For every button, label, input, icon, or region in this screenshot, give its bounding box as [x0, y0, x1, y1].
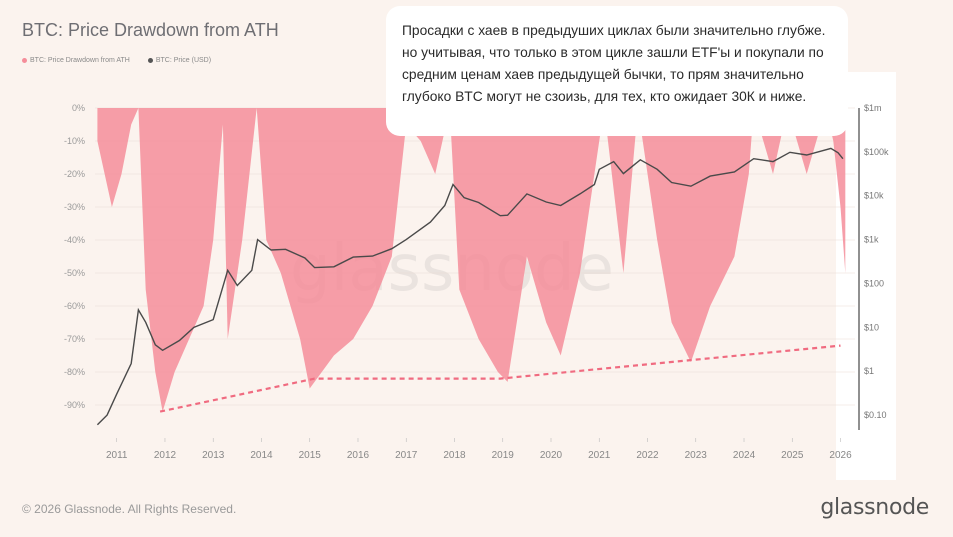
trend-annotation	[159, 344, 841, 413]
y-left-tick-label: -70%	[64, 334, 85, 344]
legend-item-price[interactable]: BTC: Price (USD)	[147, 57, 212, 64]
y-left-tick-label: -60%	[64, 301, 85, 311]
x-tick-label: 2023	[685, 450, 708, 461]
y-left-tick-label: -40%	[64, 235, 85, 245]
x-tick-label: 2025	[781, 450, 804, 461]
y-left-tick-label: -90%	[64, 400, 85, 410]
x-tick-label: 2011	[106, 450, 128, 461]
price-line	[96, 147, 844, 426]
y-left-tick-label: -80%	[64, 367, 85, 377]
legend-label-drawdown: BTC: Price Drawdown from ATH	[30, 57, 130, 64]
x-tick-label: 2015	[299, 450, 322, 461]
y-right-tick-label: $1k	[864, 235, 879, 245]
legend-label-price: BTC: Price (USD)	[155, 57, 212, 64]
y-left-tick-label: -10%	[64, 136, 85, 146]
x-tick-label: 2020	[540, 450, 563, 461]
y-left-tick-label: -30%	[64, 202, 85, 212]
y-right-tick-label: $0.10	[864, 410, 887, 420]
y-right-tick-label: $1	[864, 366, 874, 376]
x-tick-label: 2026	[829, 450, 852, 461]
x-tick-label: 2016	[347, 450, 370, 461]
legend-swatch-drawdown	[22, 57, 27, 63]
x-tick-label: 2017	[395, 450, 418, 461]
drawdown-area	[97, 108, 846, 412]
x-tick-label: 2019	[492, 450, 515, 461]
x-tick-label: 2024	[733, 450, 756, 461]
y-right-tick-label: $100k	[864, 147, 889, 157]
x-tick-label: 2018	[443, 450, 466, 461]
brand-logo: glassnode	[820, 495, 929, 520]
legend-item-drawdown[interactable]: BTC: Price Drawdown from ATH	[22, 57, 130, 64]
copyright: © 2026 Glassnode. All Rights Reserved.	[22, 502, 237, 516]
legend-swatch-price	[147, 57, 153, 63]
x-tick-label: 2013	[202, 450, 225, 461]
y-left-tick-label: -50%	[64, 268, 85, 278]
x-tick-label: 2012	[154, 450, 177, 461]
x-tick-label: 2022	[636, 450, 659, 461]
comment-bubble: Просадки с хаев в предыдуших циклах были…	[386, 6, 848, 136]
x-tick-label: 2014	[250, 450, 273, 461]
y-right-tick-label: $10	[864, 322, 879, 332]
legend: BTC: Price Drawdown from ATH BTC: Price …	[22, 57, 211, 64]
right-axis-panel	[836, 72, 896, 480]
x-tick-label: 2021	[588, 450, 611, 461]
y-right-tick-label: $10k	[864, 191, 884, 201]
y-left-tick-label: 0%	[72, 103, 85, 113]
chart-title: BTC: Price Drawdown from ATH	[22, 20, 279, 40]
y-right-tick-label: $100	[864, 278, 884, 288]
y-right-tick-label: $1m	[864, 103, 882, 113]
y-left-tick-label: -20%	[64, 169, 85, 179]
